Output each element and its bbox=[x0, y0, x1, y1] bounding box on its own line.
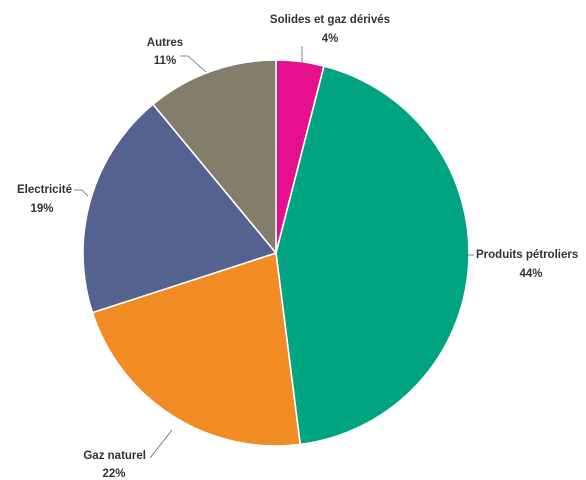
value-produits-petroliers: 44% bbox=[519, 268, 542, 280]
slice-autres bbox=[151, 59, 277, 256]
leader-autres bbox=[180, 55, 207, 73]
label-electricite: Electricité bbox=[17, 184, 72, 196]
label-produits-petroliers: Produits pétroliers bbox=[476, 249, 578, 261]
value-gaz-naturel: 22% bbox=[102, 468, 125, 480]
slice-gaz-naturel bbox=[91, 251, 302, 447]
value-electricite: 19% bbox=[30, 203, 53, 215]
label-autres: Autres bbox=[147, 37, 183, 49]
value-autres: 11% bbox=[154, 55, 176, 67]
pie-slices bbox=[82, 59, 470, 447]
slice-produits-petroliers bbox=[275, 65, 470, 446]
value-solides: 4% bbox=[322, 33, 339, 45]
label-gaz-naturel: Gaz naturel bbox=[83, 450, 146, 462]
slice-electricite bbox=[82, 103, 278, 314]
label-solides: Solides et gaz dérivés bbox=[270, 14, 390, 26]
leader-gaz-naturel bbox=[149, 429, 173, 459]
leader-electricite bbox=[74, 189, 89, 197]
